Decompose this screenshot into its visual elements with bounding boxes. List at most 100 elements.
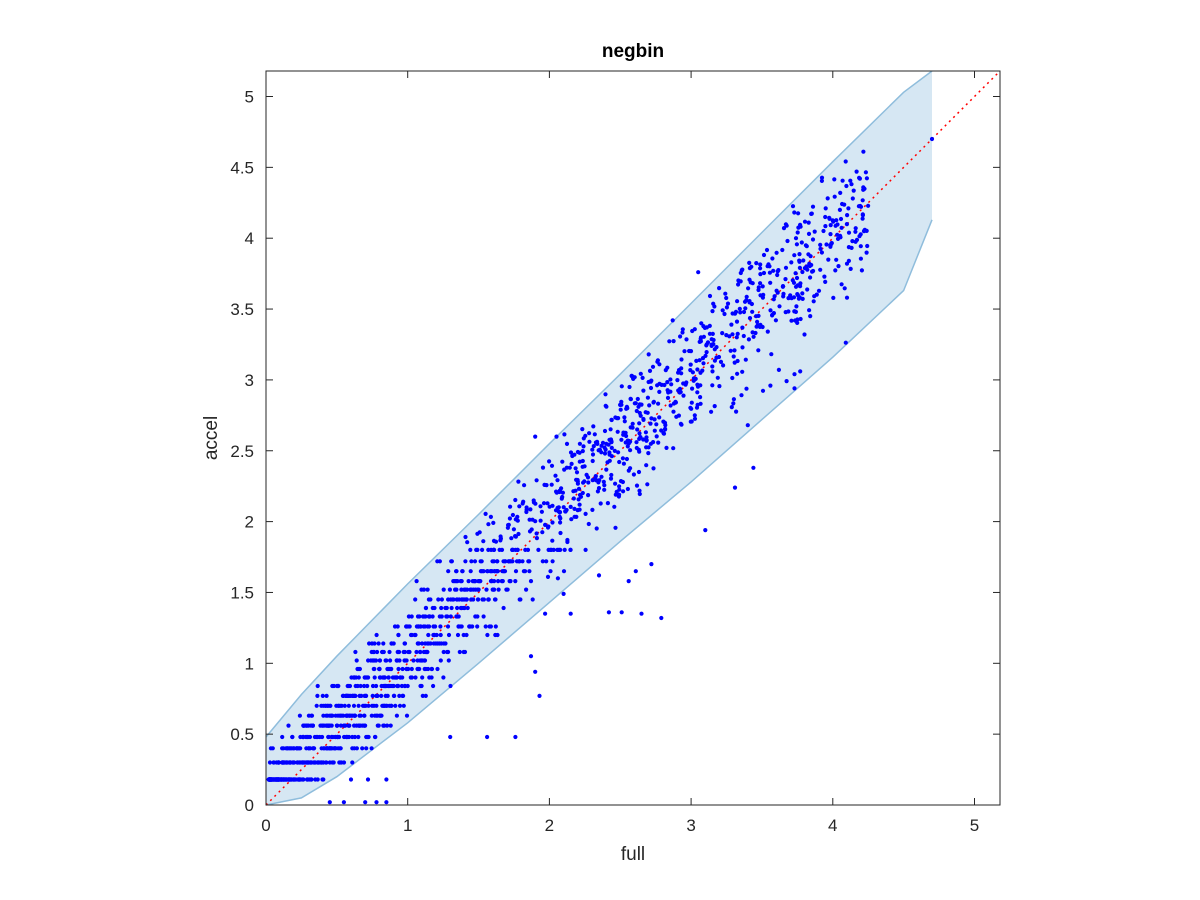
scatter-point (628, 448, 633, 453)
scatter-point (538, 518, 543, 523)
scatter-point (565, 539, 570, 545)
scatter-point (823, 206, 828, 211)
scatter-point (327, 703, 333, 708)
scatter-point (850, 196, 855, 201)
scatter-point (837, 207, 843, 212)
scatter-point (499, 579, 504, 584)
scatter-point (353, 713, 358, 718)
scatter-point (394, 713, 399, 718)
scatter-point (562, 432, 567, 437)
scatter-point (422, 666, 427, 672)
scatter-point (544, 559, 549, 564)
y-tick-label: 5 (245, 88, 254, 107)
scatter-point (794, 242, 800, 247)
scatter-point (438, 624, 443, 629)
scatter-point (729, 405, 734, 410)
scatter-point (630, 425, 635, 430)
scatter-point (301, 734, 306, 740)
scatter-point (859, 268, 865, 273)
scatter-point (860, 212, 865, 217)
scatter-point (619, 437, 624, 442)
scatter-point (775, 272, 780, 278)
x-axis-label: full (621, 844, 645, 865)
scatter-point (851, 188, 856, 193)
scatter-point (511, 527, 516, 532)
scatter-point (639, 611, 644, 616)
scatter-point (485, 569, 490, 574)
scatter-point (309, 777, 314, 782)
scatter-point (798, 369, 803, 374)
scatter-point (816, 288, 822, 293)
scatter-point (360, 746, 365, 751)
scatter-point (538, 504, 543, 509)
scatter-point (271, 760, 276, 765)
scatter-point (684, 380, 689, 385)
scatter-point (329, 746, 334, 751)
scatter-point (608, 476, 614, 481)
scatter-point (734, 319, 740, 324)
scatter-point (761, 252, 767, 258)
scatter-point (492, 587, 497, 592)
scatter-point (793, 271, 798, 276)
scatter-point (689, 419, 694, 424)
scatter-point (563, 509, 568, 514)
scatter-point (800, 296, 805, 301)
scatter-point (701, 361, 706, 366)
scatter-point (430, 614, 435, 619)
scatter-point (845, 213, 850, 218)
scatter-point (449, 605, 454, 611)
scatter-point (309, 713, 314, 718)
scatter-point (396, 666, 401, 672)
scatter-point (534, 478, 539, 483)
scatter-point (595, 489, 601, 494)
scatter-point (439, 597, 444, 602)
scatter-point (608, 427, 613, 432)
scatter-point (622, 415, 627, 420)
scatter-point (751, 465, 756, 470)
scatter-point (818, 267, 823, 272)
scatter-point (528, 507, 533, 512)
scatter-point (636, 469, 642, 475)
scatter-point (559, 486, 564, 491)
scatter-point (327, 800, 332, 805)
scatter-point (637, 421, 642, 426)
scatter-point (613, 525, 618, 530)
scatter-point (414, 649, 419, 655)
scatter-point (826, 257, 831, 262)
scatter-point (555, 547, 560, 553)
scatter-point (509, 536, 514, 541)
scatter-point (367, 641, 372, 646)
scatter-point (818, 242, 823, 247)
scatter-point (572, 452, 577, 457)
scatter-point (747, 316, 753, 321)
scatter-point (812, 229, 817, 234)
scatter-point (756, 285, 761, 290)
scatter-point (402, 641, 408, 646)
scatter-point (818, 246, 823, 251)
scatter-point (502, 569, 507, 574)
scatter-point (364, 693, 369, 699)
scatter-point (649, 416, 654, 421)
scatter-point (649, 562, 654, 567)
scatter-point (651, 466, 656, 471)
scatter-point (553, 473, 558, 478)
scatter-point (488, 579, 494, 584)
scatter-point (606, 610, 612, 615)
scatter-point (348, 777, 354, 782)
scatter-point (484, 587, 489, 592)
scatter-point (430, 605, 435, 611)
scatter-point (823, 214, 828, 220)
scatter-point (821, 228, 826, 234)
scatter-point (596, 486, 602, 491)
scatter-point (633, 401, 638, 406)
scatter-point (645, 410, 650, 415)
scatter-point (312, 746, 317, 751)
scatter-point (602, 445, 607, 450)
scatter-point (554, 434, 559, 439)
scatter-point (750, 281, 755, 286)
scatter-point (302, 723, 307, 728)
scatter-point (758, 266, 763, 271)
scatter-point (454, 587, 459, 592)
scatter-point (794, 275, 800, 281)
scatter-point (331, 760, 336, 765)
